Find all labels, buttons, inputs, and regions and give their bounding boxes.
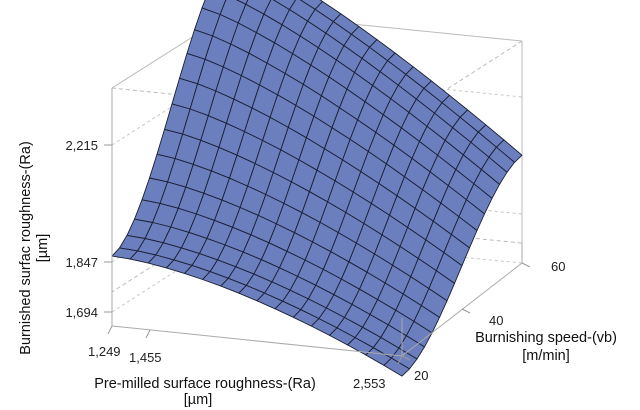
- z-axis-label: Burnished surfac roughness-(Ra): [18, 141, 34, 355]
- y-tick-mark: [461, 308, 471, 314]
- x-ticks: 1,249 1,455 2,553: [88, 325, 403, 391]
- x-tick-label: 2,553: [353, 376, 386, 391]
- x-tick-label: 1,455: [129, 350, 162, 365]
- y-tick-mark: [401, 355, 411, 361]
- y-axis-title: Burnishing speed-(vb) [m/min]: [475, 330, 617, 364]
- z-tick-label: 1,694: [65, 305, 98, 320]
- y-tick-label: 60: [551, 259, 565, 274]
- y-axis-unit: [m/min]: [522, 348, 570, 364]
- y-tick-label: 20: [414, 368, 428, 383]
- z-tick-label: 1,847: [65, 255, 98, 270]
- x-axis-title: Pre-milled surface roughness-(Ra) [µm]: [94, 376, 316, 408]
- x-tick-mark: [107, 325, 113, 335]
- x-tick-mark: [397, 355, 403, 365]
- x-axis-label: Pre-milled surface roughness-(Ra): [94, 376, 316, 392]
- y-tick-label: 40: [489, 313, 503, 328]
- box-edge: [401, 40, 523, 119]
- z-tick-label: 2,215: [65, 138, 98, 153]
- y-axis-label: Burnishing speed-(vb): [475, 330, 617, 346]
- z-axis-unit: [µm]: [35, 234, 51, 263]
- surface-cell: [383, 357, 410, 377]
- x-axis-unit: [µm]: [184, 392, 213, 408]
- x-tick-mark: [145, 329, 151, 339]
- axis-x-line: [111, 325, 403, 357]
- z-ticks: 2,215 1,847 1,694: [65, 138, 112, 320]
- z-axis-title: Burnished surfac roughness-(Ra) [µm]: [18, 141, 51, 355]
- y-tick-mark: [521, 262, 531, 268]
- response-surface: [111, 0, 523, 377]
- y-ticks: 20 40 60: [401, 259, 565, 383]
- x-tick-label: 1,249: [88, 344, 121, 359]
